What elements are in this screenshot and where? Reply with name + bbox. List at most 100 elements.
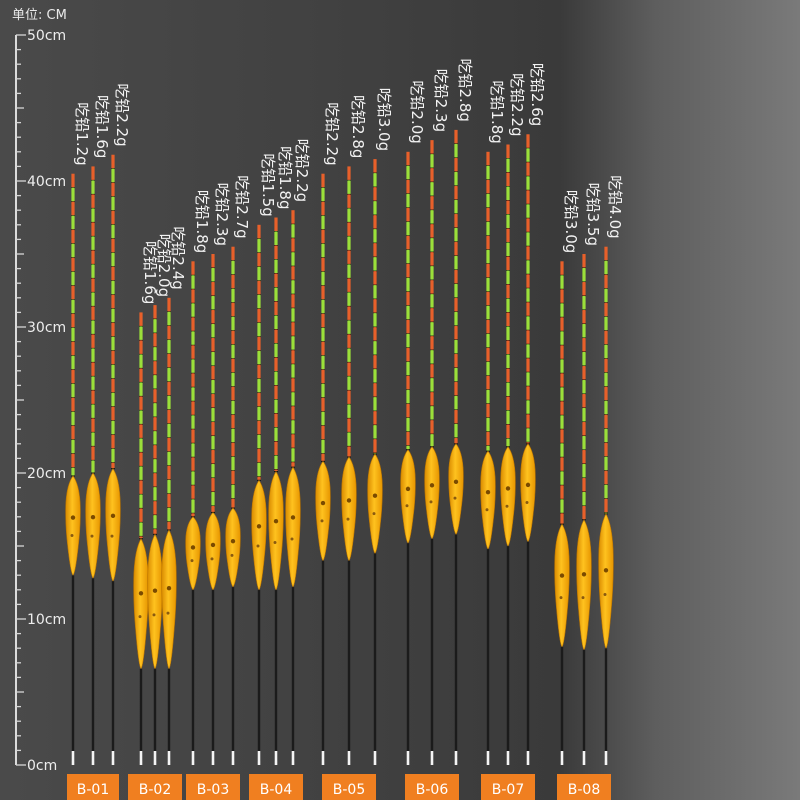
model-label-B-06: B-06 [416,782,449,798]
float-body-mark [190,559,194,563]
float-stem-end [604,751,608,765]
float-stem-end [406,751,410,765]
float-body-mark [230,538,236,544]
float-weight-label: 吃铅2.8g [349,95,367,158]
float-body-mark [320,519,324,523]
float-body-mark [256,524,262,529]
float-stem-end [231,751,235,765]
float-body [341,456,357,562]
float-body-mark [581,596,585,600]
float-body-mark [110,534,114,538]
float-body [500,446,516,547]
float-body [85,472,101,579]
float-body [65,475,81,576]
float-B-05-2: 吃铅2.8g [341,95,367,765]
unit-label: 单位: CM [12,8,67,23]
axis-tick-label: 30cm [27,320,66,336]
float-stem-end [560,751,564,765]
axis-tick-label: 40cm [27,174,66,190]
float-body [105,468,121,582]
float-stem-end [139,751,143,765]
float-weight-label: 吃铅2.2g [113,83,131,146]
float-B-08-2: 吃铅3.5g [576,183,602,765]
float-B-05-3: 吃铅3.0g [367,88,393,765]
float-body [598,513,614,649]
float-body-mark [453,496,457,500]
float-body-mark [581,572,587,577]
float-body [251,479,267,591]
float-body-mark [559,596,563,600]
model-label-B-07: B-07 [492,782,524,798]
float-stem-end [430,751,434,765]
float-body-mark [525,482,531,488]
float-body-mark [273,540,277,544]
float-body-mark [152,588,158,593]
float-body-mark [372,493,378,498]
float-body [554,523,570,648]
float-body [520,443,536,543]
float-body-mark [256,544,260,548]
model-label-B-08: B-08 [568,782,600,798]
float-B-02-1: 吃铅1.6g [133,241,159,765]
float-body-mark [210,557,214,561]
float-body [285,466,301,588]
float-stem-end [274,751,278,765]
float-body [367,453,383,554]
float-stem-end [71,751,75,765]
float-weight-label: 吃铅2.0g [408,80,426,143]
float-body [185,516,201,591]
float-body-mark [70,515,76,520]
float-B-07-2: 吃铅2.2g [500,73,526,765]
float-weight-label: 吃铅4.0g [606,175,624,238]
float-body-mark [190,545,196,550]
float-stem-end [486,751,490,765]
float-body-mark [273,519,279,524]
float-body-mark [346,498,352,503]
float-body-mark [230,553,234,557]
float-body [315,460,331,562]
float-body [400,449,416,544]
float-weight-label: 吃铅1.5g [259,153,277,216]
float-B-02-3: 吃铅2.4g [161,226,187,765]
float-weight-label: 吃铅1.6g [141,241,159,304]
float-weight-label: 吃铅2.3g [213,183,231,246]
float-body-mark [453,479,459,485]
float-body-mark [290,515,296,520]
float-body [480,450,496,550]
float-body [576,519,592,651]
float-body-mark [290,537,294,541]
float-B-04-1: 吃铅1.5g [251,153,277,765]
float-body-mark [110,513,116,519]
float-stem-end [91,751,95,765]
float-weight-label: 吃铅1.8g [488,80,506,143]
float-weight-label: 吃铅1.8g [193,190,211,253]
model-label-box [128,774,182,800]
float-body [225,507,241,588]
axis-tick-label: 10cm [27,612,66,628]
float-B-01-3: 吃铅2.2g [105,83,131,765]
float-body [161,529,177,670]
float-B-07-3: 吃铅2.6g [520,63,546,765]
float-weight-label: 吃铅3.0g [375,88,393,151]
float-body [448,443,464,535]
ruler-axis: 0cm 10cm 20cm 30cm 40cm 50cm [15,28,66,774]
float-body-mark [372,512,376,516]
float-weight-label: 吃铅2.2g [508,73,526,136]
model-label-box [557,774,611,800]
float-B-05-1: 吃铅2.2g [315,102,341,765]
float-B-06-2: 吃铅2.3g [424,69,450,765]
float-weight-label: 吃铅3.0g [562,190,580,253]
float-body-mark [405,504,409,508]
float-weight-label: 吃铅2.3g [432,69,450,132]
model-label-B-05: B-05 [333,782,365,798]
float-body-mark [485,508,489,512]
float-weight-label: 吃铅2.7g [233,175,251,238]
float-body-mark [166,585,172,591]
float-body [133,538,149,670]
float-stem-end [153,751,157,765]
float-stem-end [211,751,215,765]
model-label-box [322,774,376,800]
float-body-mark [525,500,529,504]
float-weight-label: 吃铅2.6g [528,63,546,126]
